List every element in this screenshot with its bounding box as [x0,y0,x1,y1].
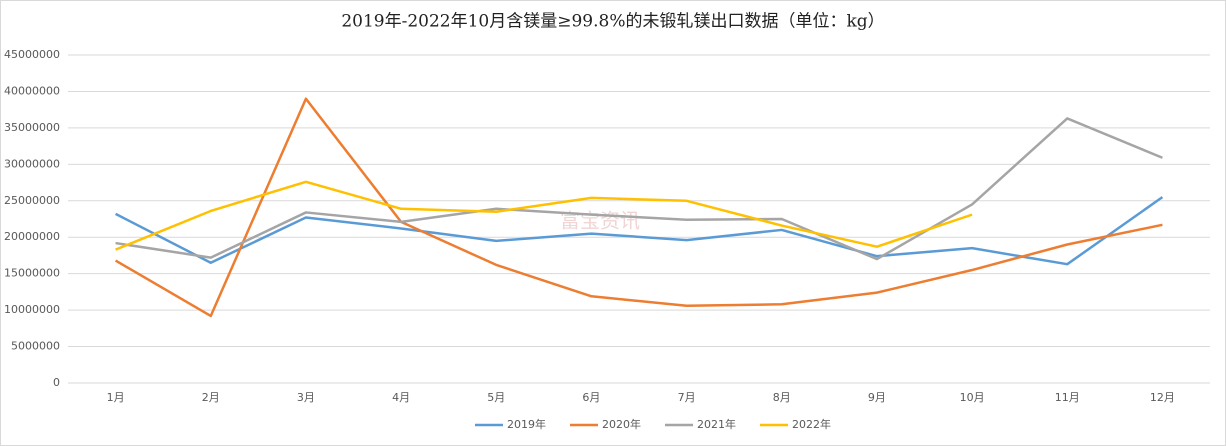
y-tick-label: 0 [53,376,60,389]
legend-label: 2020年 [602,417,641,431]
y-tick-label: 45000000 [4,48,60,61]
legend-label: 2019年 [507,417,546,431]
x-tick-label: 3月 [297,391,315,404]
x-tick-label: 5月 [487,391,505,404]
y-tick-label: 40000000 [4,84,60,97]
y-tick-label: 10000000 [4,303,60,316]
y-tick-label: 25000000 [4,194,60,207]
series-line [115,180,973,251]
y-tick-label: 20000000 [4,230,60,243]
x-tick-label: 7月 [678,391,696,404]
x-tick-label: 4月 [392,391,410,404]
watermark: 富宝资讯 [560,209,640,233]
y-tick-label: 30000000 [4,157,60,170]
y-tick-label: 5000000 [11,340,60,353]
x-tick-label: 2月 [202,391,220,404]
y-tick-label: 15000000 [4,267,60,280]
series-line [114,97,1163,318]
x-tick-label: 12月 [1150,391,1175,404]
x-tick-label: 6月 [582,391,600,404]
chart-title: 2019年-2022年10月含镁量≥99.8%的未锻轧镁出口数据（单位：kg） [341,12,884,32]
x-tick-label: 1月 [107,391,125,404]
x-tick-label: 10月 [960,391,985,404]
series-line [115,117,1163,261]
series-line [115,196,1164,266]
x-tick-label: 8月 [773,391,791,404]
x-tick-label: 9月 [868,391,886,404]
y-tick-label: 35000000 [4,121,60,134]
x-tick-label: 11月 [1055,391,1080,404]
legend-label: 2021年 [697,417,736,431]
legend-label: 2022年 [792,417,831,431]
